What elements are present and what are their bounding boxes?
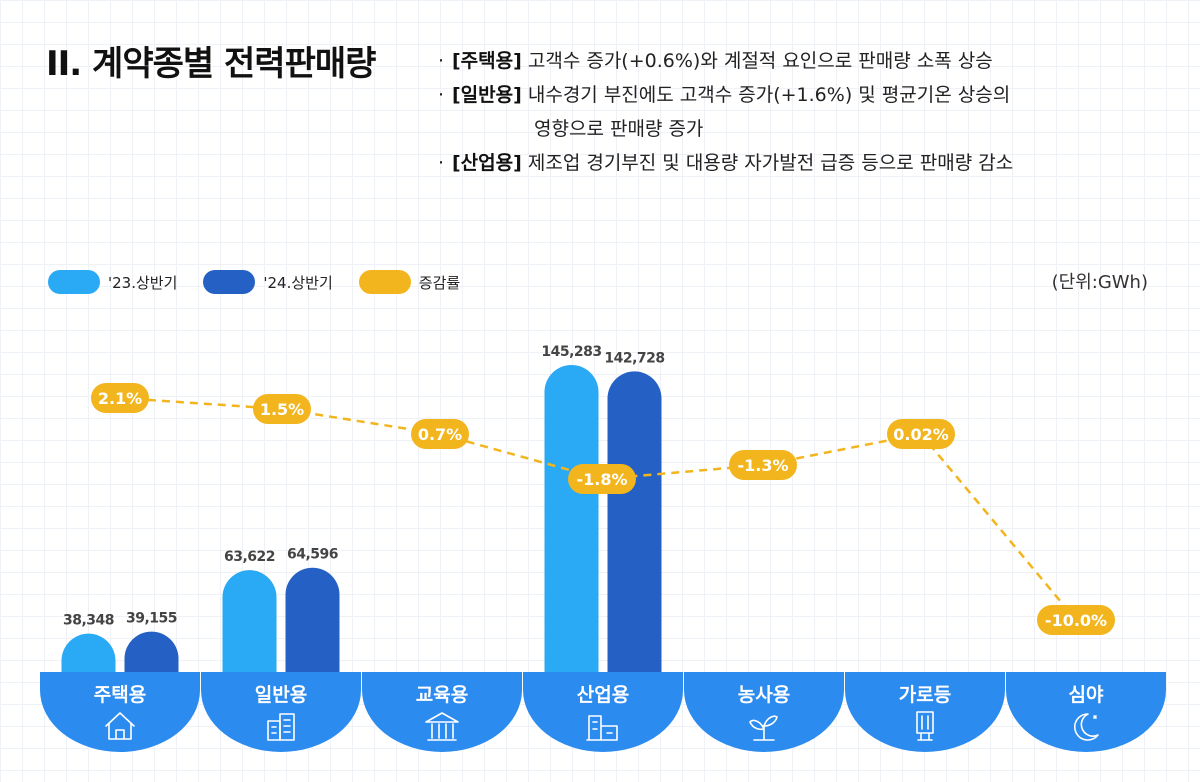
bar <box>544 365 599 681</box>
icon-shape <box>1093 715 1097 719</box>
icon-shape <box>916 711 934 741</box>
category-base <box>1006 672 1166 752</box>
category-base <box>362 672 522 752</box>
legend-swatch-2023h1 <box>48 270 100 294</box>
category-label: 농사용 <box>738 684 790 706</box>
note-text: 제조업 경기부진 및 대용량 자가발전 급증 등으로 판매량 감소 <box>527 152 1014 174</box>
notes-list: · [주택용] 고객수 증가(+0.6%)와 계절적 요인으로 판매량 소폭 상… <box>438 44 1013 180</box>
note-bullet: · <box>438 152 445 174</box>
note-tag: [주택용] <box>452 50 522 72</box>
rate-badge <box>1037 605 1115 635</box>
bar <box>124 631 179 681</box>
rate-label: -10.0% <box>1045 611 1107 630</box>
rate-badge <box>411 419 469 449</box>
note-item: · [주택용] 고객수 증가(+0.6%)와 계절적 요인으로 판매량 소폭 상… <box>438 44 1013 78</box>
note-bullet: · <box>438 84 445 106</box>
rate-badge <box>887 419 955 449</box>
bar-value-label: 142,728 <box>604 350 664 366</box>
category-base <box>201 672 361 752</box>
bar <box>607 371 662 681</box>
icon-shape <box>279 713 295 741</box>
crescent-moon-icon <box>1073 713 1099 741</box>
note-tag: [산업용] <box>452 152 522 174</box>
category-label: 가로등 <box>899 684 951 706</box>
legend-swatch-2024h1 <box>203 270 256 294</box>
page-title: II. 계약종별 전력판매량 <box>46 44 376 84</box>
rate-label: 1.5% <box>260 400 304 419</box>
bar-value-label: 64,596 <box>287 547 338 563</box>
icon-shape <box>586 715 618 741</box>
note-tag: [일반용] <box>452 84 522 106</box>
note-item: · [산업용] 제조업 경기부진 및 대용량 자가발전 급증 등으로 판매량 감… <box>438 146 1013 180</box>
rate-label: 0.7% <box>418 425 462 444</box>
rate-badge <box>91 383 149 413</box>
unit-label: (단위:GWh) <box>1051 272 1148 293</box>
rate-badge <box>729 450 797 480</box>
rate-label: -1.8% <box>576 470 627 489</box>
rate-label: -1.3% <box>737 456 788 475</box>
category-base <box>523 672 683 752</box>
legend-item-rate: 증감률 <box>358 270 461 294</box>
category-label: 일반용 <box>255 684 307 706</box>
note-text: 내수경기 부진에도 고객수 증가(+1.6%) 및 평균기온 상승의 <box>527 84 1011 106</box>
legend-swatch-rate <box>358 270 411 294</box>
icon-shape <box>271 719 291 734</box>
bar-group-1 <box>222 567 340 681</box>
bar-value-label: 39,155 <box>126 611 177 627</box>
icon-shape <box>105 712 135 740</box>
bar <box>222 570 277 681</box>
icon-shape <box>425 712 459 741</box>
legend-label: '24.상반기 <box>263 273 333 292</box>
icon-shape <box>749 715 778 741</box>
factory-icon <box>586 715 618 741</box>
category-label: 교육용 <box>416 684 468 706</box>
legend-label: '23.상반기 <box>108 273 178 292</box>
note-item: · [일반용] 내수경기 부진에도 고객수 증가(+1.6%) 및 평균기온 상… <box>438 78 1013 146</box>
school-building-icon <box>425 712 459 741</box>
bar-group-0 <box>61 631 179 681</box>
rate-badge <box>568 464 636 494</box>
bar-value-label: 145,283 <box>541 344 601 360</box>
category-label: 심야 <box>1069 684 1104 706</box>
note-text: 고객수 증가(+0.6%)와 계절적 요인으로 판매량 소폭 상승 <box>527 50 993 72</box>
bar <box>285 567 340 681</box>
category-label: 산업용 <box>577 684 629 706</box>
rate-label: 2.1% <box>98 389 142 408</box>
note-text-continued: 영향으로 판매량 증가 <box>534 118 704 140</box>
bar-value-label: 38,348 <box>63 613 114 629</box>
note-bullet: · <box>438 50 445 72</box>
sprout-icon <box>749 715 778 741</box>
office-building-icon <box>267 713 295 741</box>
legend-label: 증감률 <box>418 273 461 292</box>
chart-legend: '23.상반기 '24.상반기 증감률 <box>48 270 486 294</box>
legend-item-2024h1: '24.상반기 <box>203 270 333 294</box>
bar-group-3 <box>544 365 662 681</box>
bar-value-label: 63,622 <box>224 549 275 565</box>
rate-label: 0.02% <box>893 425 949 444</box>
rate-badge <box>253 394 311 424</box>
category-label: 주택용 <box>94 684 146 706</box>
category-base <box>40 672 200 752</box>
icon-shape <box>1073 713 1099 741</box>
bar <box>61 633 116 681</box>
legend-item-2023h1: '23.상반기 <box>48 270 177 294</box>
house-icon <box>105 712 135 740</box>
category-base <box>684 672 844 752</box>
street-lamp-icon <box>916 711 934 741</box>
